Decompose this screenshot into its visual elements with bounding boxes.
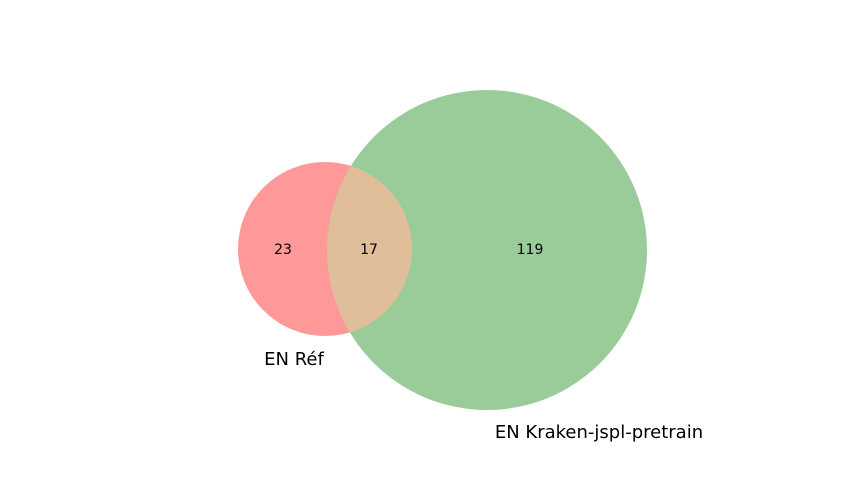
set-b-circle — [327, 90, 647, 410]
set-a-label: EN Réf — [264, 349, 324, 370]
set-b-label: EN Kraken-jspl-pretrain — [495, 422, 703, 443]
set-a-only-count: 23 — [274, 242, 292, 258]
intersection-count: 17 — [360, 242, 378, 258]
set-b-only-count: 119 — [517, 242, 544, 258]
